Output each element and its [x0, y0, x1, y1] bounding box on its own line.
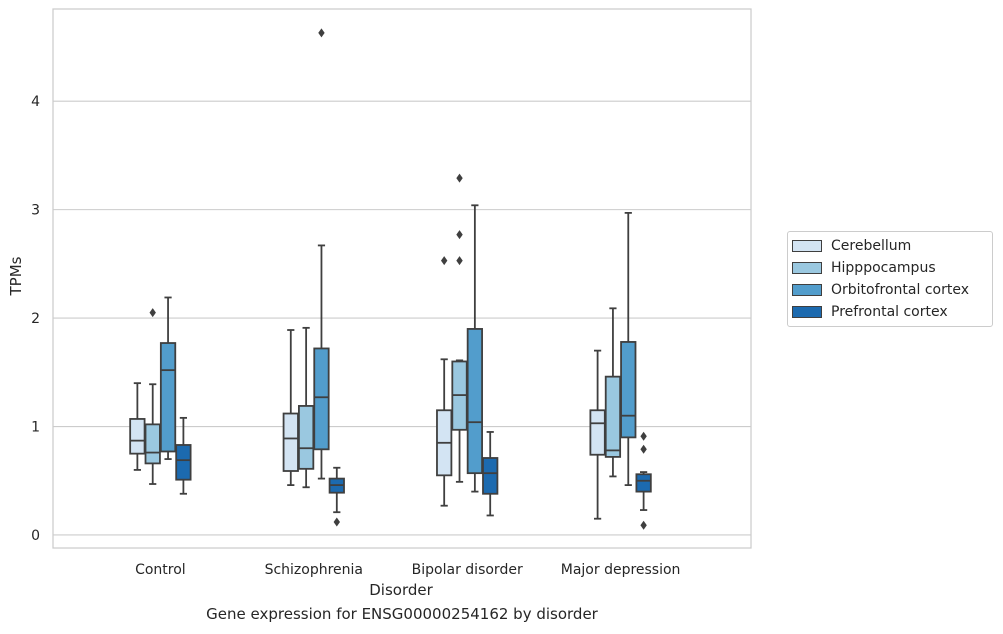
box-orbitofrontal-cortex-schizophrenia	[313, 28, 330, 480]
x-tick-label-control: Control	[135, 562, 186, 578]
box-cerebellum-major-depression	[589, 349, 606, 520]
outlier-point	[640, 520, 647, 530]
outlier-point	[333, 517, 341, 527]
legend-item-hippocampus: Hipppocampus	[792, 258, 936, 278]
plot-area-frame	[52, 8, 752, 549]
box-cerebellum-schizophrenia	[282, 329, 299, 486]
box-iqr	[159, 342, 177, 453]
chart-caption: Gene expression for ENSG00000254162 by d…	[206, 605, 598, 623]
x-tick-labels: Control Schizophrenia Bipolar disorder Majo…	[135, 562, 680, 578]
box-plot-marks	[129, 28, 652, 530]
legend-label-cerebellum: Cerebellum	[831, 238, 912, 254]
box-orbitofrontal-cortex-bipolar-disorder	[466, 204, 483, 493]
box-iqr	[282, 412, 299, 472]
box-iqr	[604, 375, 622, 458]
outlier-point	[440, 256, 448, 266]
box-iqr	[589, 409, 606, 456]
outlier-point	[640, 431, 647, 441]
box-iqr	[144, 423, 161, 465]
outlier-point	[640, 444, 647, 454]
box-orbitofrontal-cortex-major-depression	[620, 211, 637, 486]
legend: Cerebellum Hipppocampus Orbitofrontal co…	[787, 231, 993, 327]
y-tick-label-3: 3	[31, 203, 40, 219]
legend-item-prefrontal-cortex: Prefrontal cortex	[792, 302, 948, 322]
y-tick-label-2: 2	[31, 311, 40, 327]
box-iqr	[482, 457, 499, 495]
box-hipppocampus-major-depression	[604, 307, 622, 478]
y-axis-title: TPMs	[7, 256, 25, 296]
legend-label-hippocampus: Hipppocampus	[831, 260, 936, 276]
box-cerebellum-control	[129, 382, 146, 471]
legend-item-orbitofrontal-cortex: Orbitofrontal cortex	[792, 280, 969, 300]
box-hipppocampus-control	[144, 308, 161, 485]
legend-swatch-hippocampus	[792, 262, 822, 274]
legend-swatch-prefrontal-cortex	[792, 306, 822, 318]
legend-swatch-cerebellum	[792, 240, 822, 252]
legend-label-orbitofrontal-cortex: Orbitofrontal cortex	[831, 282, 969, 298]
box-iqr	[313, 347, 330, 451]
box-prefrontal-cortex-major-depression	[635, 431, 652, 530]
grid-lines	[53, 100, 751, 536]
legend-label-prefrontal-cortex: Prefrontal cortex	[831, 304, 948, 320]
y-tick-label-1: 1	[31, 420, 40, 436]
legend-item-cerebellum: Cerebellum	[792, 236, 911, 256]
y-tick-label-0: 0	[31, 528, 40, 544]
x-tick-label-bipolar-disorder: Bipolar disorder	[412, 562, 523, 578]
legend-swatch-orbitofrontal-cortex	[792, 284, 822, 296]
box-iqr	[620, 341, 637, 439]
outlier-point	[149, 308, 156, 318]
outlier-point	[318, 28, 325, 38]
outlier-point	[456, 230, 463, 240]
x-tick-label-schizophrenia: Schizophrenia	[265, 562, 363, 578]
x-axis-title: Disorder	[369, 581, 433, 599]
box-iqr	[635, 473, 652, 493]
box-cerebellum-bipolar-disorder	[436, 256, 453, 507]
outlier-point	[456, 173, 463, 183]
box-prefrontal-cortex-schizophrenia	[328, 466, 345, 527]
box-prefrontal-cortex-bipolar-disorder	[482, 431, 499, 517]
x-tick-label-major-depression: Major depression	[561, 562, 681, 578]
box-iqr	[175, 444, 192, 481]
box-hipppocampus-bipolar-disorder	[451, 173, 468, 483]
y-tick-label-4: 4	[31, 94, 40, 110]
y-tick-labels: 0 1 2 3 4	[31, 94, 40, 544]
box-iqr	[298, 405, 315, 470]
outlier-point	[456, 256, 463, 266]
box-hipppocampus-schizophrenia	[298, 326, 315, 489]
box-iqr	[129, 418, 146, 455]
box-prefrontal-cortex-control	[175, 416, 192, 495]
box-iqr	[466, 328, 483, 475]
box-orbitofrontal-cortex-control	[159, 296, 177, 460]
